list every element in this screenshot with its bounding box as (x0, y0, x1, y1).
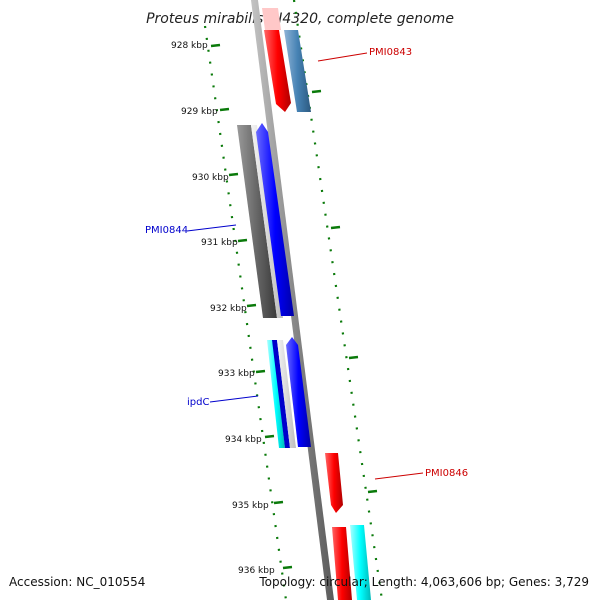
tick-label-929: 929 kbp (181, 107, 218, 117)
feature-gray-pmi0844 (237, 125, 277, 318)
callout-ipdc-line (209, 395, 259, 403)
tick-label-932: 932 kbp (210, 304, 247, 314)
feature-light-ipdc (277, 340, 296, 448)
tick-label-930: 930 kbp (192, 173, 229, 183)
label-pmi0844: PMI0844 (145, 225, 188, 236)
callout-pmi0844-line (186, 224, 237, 232)
feature-cyan-lower (350, 525, 371, 600)
feature-blue-ipdc (272, 340, 290, 448)
tick-label-931: 931 kbp (201, 238, 238, 248)
feature-light-pink (262, 8, 281, 30)
tick-label-933: 933 kbp (218, 369, 255, 379)
tick-label-934: 934 kbp (225, 435, 262, 445)
feature-red-pmi0846 (325, 453, 343, 513)
label-pmi0846: PMI0846 (425, 468, 468, 479)
genome-backbone (251, 0, 334, 600)
tick-label-928: 928 kbp (171, 41, 208, 51)
outer-ticks (311, 89, 378, 494)
label-ipdc: ipdC (187, 397, 209, 408)
label-pmi0843: PMI0843 (369, 47, 412, 58)
inner-tick-ring (203, 25, 288, 600)
map-title: Proteus mirabilis HI4320, complete genom… (146, 11, 454, 27)
summary-text: Topology: circular; Length: 4,063,606 bp… (258, 575, 589, 589)
callout-pmi0846-line (374, 472, 424, 480)
feature-cyan-ipdc (267, 340, 285, 448)
tick-label-935: 935 kbp (232, 501, 269, 511)
callout-pmi0843-line (317, 52, 368, 62)
accession-text: Accession: NC_010554 (9, 575, 145, 589)
feature-blue-reverse (256, 123, 294, 316)
feature-blue-downstream (286, 337, 311, 447)
outer-tick-ring (292, 0, 384, 600)
tick-label-936: 936 kbp (238, 566, 275, 576)
feature-red-forward (264, 30, 291, 112)
feature-steel-pmi0843 (284, 30, 311, 112)
major-ticks (210, 43, 293, 570)
feature-red-lower (332, 527, 352, 600)
